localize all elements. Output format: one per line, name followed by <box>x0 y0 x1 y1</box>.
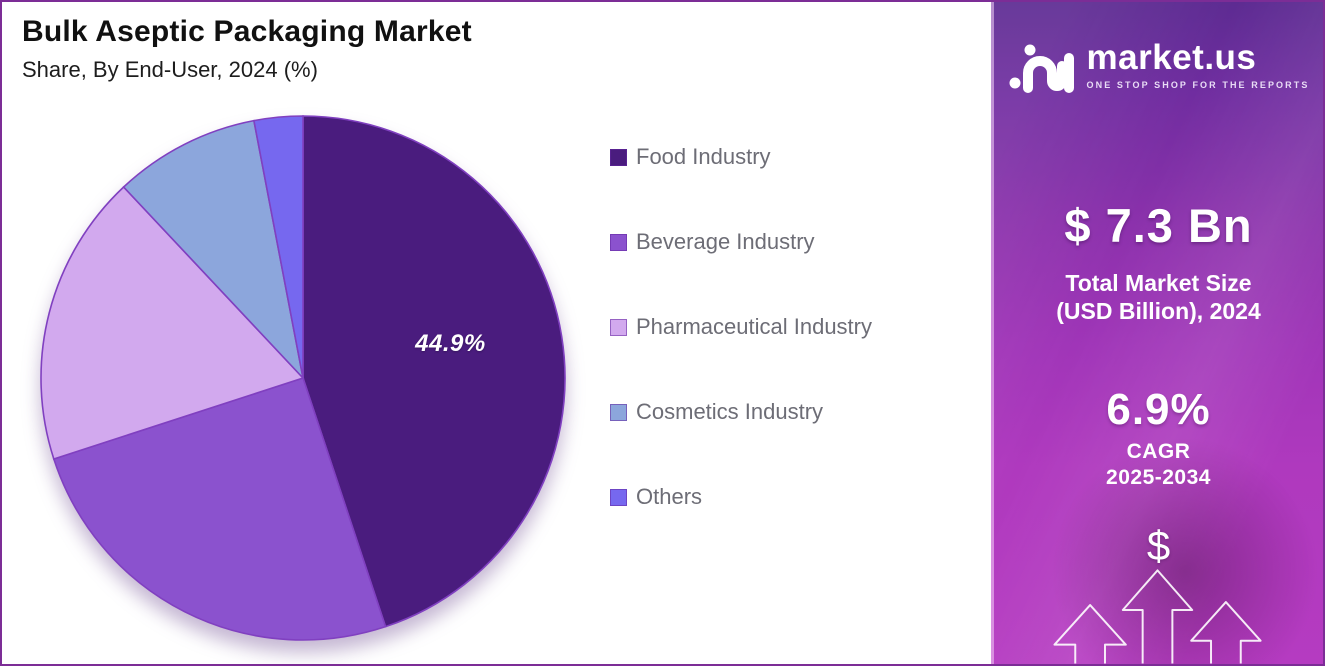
growth-arrows-icon <box>1053 569 1262 664</box>
cagr-period: 2025-2034 <box>1106 466 1211 489</box>
pie-slice-beverage-industry <box>52 376 387 641</box>
pie-chart-icon <box>40 115 566 641</box>
pie-slice-label: 44.9% <box>415 330 486 358</box>
logo-tagline: ONE STOP SHOP FOR THE REPORTS <box>1086 80 1310 90</box>
market-us-logo-icon <box>1009 44 1074 93</box>
market-size-label-line1: Total Market Size <box>1065 270 1252 296</box>
legend-item-pharmaceutical-industry: Pharmaceutical Industry <box>610 314 872 340</box>
pie-chart: 44.9% <box>37 112 569 644</box>
logo-text: market.us <box>1086 38 1257 77</box>
market-size-label-line2: (USD Billion), 2024 <box>1056 298 1261 324</box>
legend-item-others: Others <box>610 484 872 510</box>
page-title: Bulk Aseptic Packaging Market <box>22 15 472 48</box>
legend-swatch-beverage-industry <box>610 233 627 251</box>
page-subtitle: Share, By End-User, 2024 (%) <box>22 57 318 82</box>
logo-text-block: market.us ONE STOP SHOP FOR THE REPORTS <box>1087 40 1310 90</box>
market-size-value: $ 7.3 Bn <box>1064 199 1253 252</box>
pie-slice-cosmetics-industry <box>122 119 305 381</box>
legend-item-food-industry: Food Industry <box>610 144 872 170</box>
pie-slice-pharmaceutical-industry <box>40 185 305 460</box>
legend: Food Industry Beverage Industry Pharmace… <box>610 144 872 569</box>
legend-swatch-others <box>610 488 627 506</box>
cagr-value: 6.9% <box>1106 385 1211 434</box>
sidebar: market.us ONE STOP SHOP FOR THE REPORTS … <box>991 2 1323 664</box>
pie-slice-others <box>252 115 304 379</box>
legend-swatch-cosmetics-industry <box>610 403 627 421</box>
legend-item-beverage-industry: Beverage Industry <box>610 229 872 255</box>
legend-swatch-pharmaceutical-industry <box>610 318 627 336</box>
logo: market.us ONE STOP SHOP FOR THE REPORTS <box>994 36 1323 94</box>
dollar-symbol: $ <box>1146 522 1171 569</box>
legend-swatch-food-industry <box>610 148 627 166</box>
pie-slice-food-industry <box>302 115 566 628</box>
legend-item-cosmetics-industry: Cosmetics Industry <box>610 399 872 425</box>
cagr-label: CAGR <box>1126 440 1191 463</box>
header: Bulk Aseptic Packaging Market Share, By … <box>22 14 472 83</box>
